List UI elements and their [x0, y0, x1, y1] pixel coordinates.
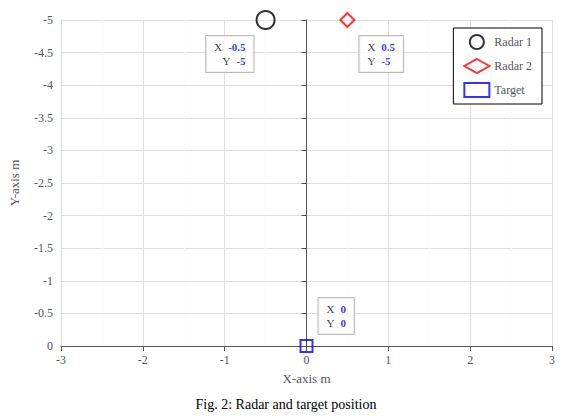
svg-text:X: X — [327, 303, 335, 315]
svg-text:-5: -5 — [43, 13, 53, 27]
svg-text:-1: -1 — [220, 353, 230, 367]
svg-text:-3.5: -3.5 — [34, 111, 53, 125]
svg-text:-3: -3 — [56, 353, 66, 367]
svg-text:-1.5: -1.5 — [34, 241, 53, 255]
svg-text:Fig. 2: Radar and target posit: Fig. 2: Radar and target position — [196, 397, 377, 412]
svg-text:Radar 1: Radar 1 — [494, 35, 532, 49]
svg-text:X: X — [214, 41, 222, 53]
svg-text:-1: -1 — [43, 274, 53, 288]
svg-text:0: 0 — [340, 303, 346, 315]
svg-text:-2: -2 — [43, 209, 53, 223]
svg-text:-0.5: -0.5 — [34, 306, 53, 320]
svg-text:-5: -5 — [381, 55, 391, 67]
svg-text:-5: -5 — [236, 55, 246, 67]
svg-text:-2: -2 — [138, 353, 148, 367]
svg-text:Radar 2: Radar 2 — [494, 59, 532, 73]
svg-text:3: 3 — [549, 353, 555, 367]
svg-text:-0.5: -0.5 — [228, 41, 246, 53]
svg-text:Y: Y — [222, 55, 230, 67]
svg-text:X: X — [367, 41, 375, 53]
svg-text:0.5: 0.5 — [381, 41, 395, 53]
svg-text:Y: Y — [327, 317, 335, 329]
svg-text:0: 0 — [304, 353, 310, 367]
svg-text:0: 0 — [47, 339, 53, 353]
svg-text:2: 2 — [467, 353, 473, 367]
svg-text:-4.5: -4.5 — [34, 46, 53, 60]
svg-text:1: 1 — [385, 353, 391, 367]
svg-text:-4: -4 — [43, 78, 53, 92]
svg-text:Y-axis m: Y-axis m — [7, 160, 22, 207]
svg-text:0: 0 — [340, 317, 346, 329]
svg-text:X-axis m: X-axis m — [282, 371, 330, 386]
svg-text:Target: Target — [494, 83, 525, 97]
svg-text:-3: -3 — [43, 143, 53, 157]
svg-text:-2.5: -2.5 — [34, 176, 53, 190]
svg-text:Y: Y — [367, 55, 375, 67]
